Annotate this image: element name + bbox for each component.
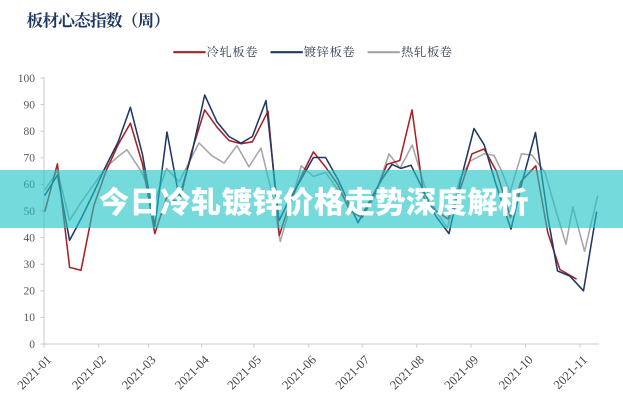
svg-text:2021-10: 2021-10 <box>496 353 536 393</box>
svg-text:2021-11: 2021-11 <box>551 353 590 392</box>
svg-text:10: 10 <box>24 312 36 324</box>
svg-text:90: 90 <box>24 99 36 111</box>
svg-text:100: 100 <box>18 73 36 85</box>
svg-text:30: 30 <box>24 259 36 271</box>
svg-text:2021-09: 2021-09 <box>442 353 482 393</box>
svg-text:0: 0 <box>29 339 35 351</box>
svg-text:80: 80 <box>24 126 36 138</box>
svg-text:2021-05: 2021-05 <box>225 353 265 393</box>
svg-text:70: 70 <box>24 153 36 165</box>
svg-text:2021-08: 2021-08 <box>387 353 427 393</box>
svg-text:20: 20 <box>24 286 36 298</box>
svg-text:2021-02: 2021-02 <box>69 353 109 393</box>
svg-text:2021-04: 2021-04 <box>172 352 212 392</box>
svg-text:2021-01: 2021-01 <box>15 353 55 393</box>
svg-text:40: 40 <box>24 232 36 244</box>
svg-text:2021-07: 2021-07 <box>333 353 373 393</box>
svg-text:2021-03: 2021-03 <box>119 353 159 393</box>
svg-text:2021-06: 2021-06 <box>279 353 319 393</box>
